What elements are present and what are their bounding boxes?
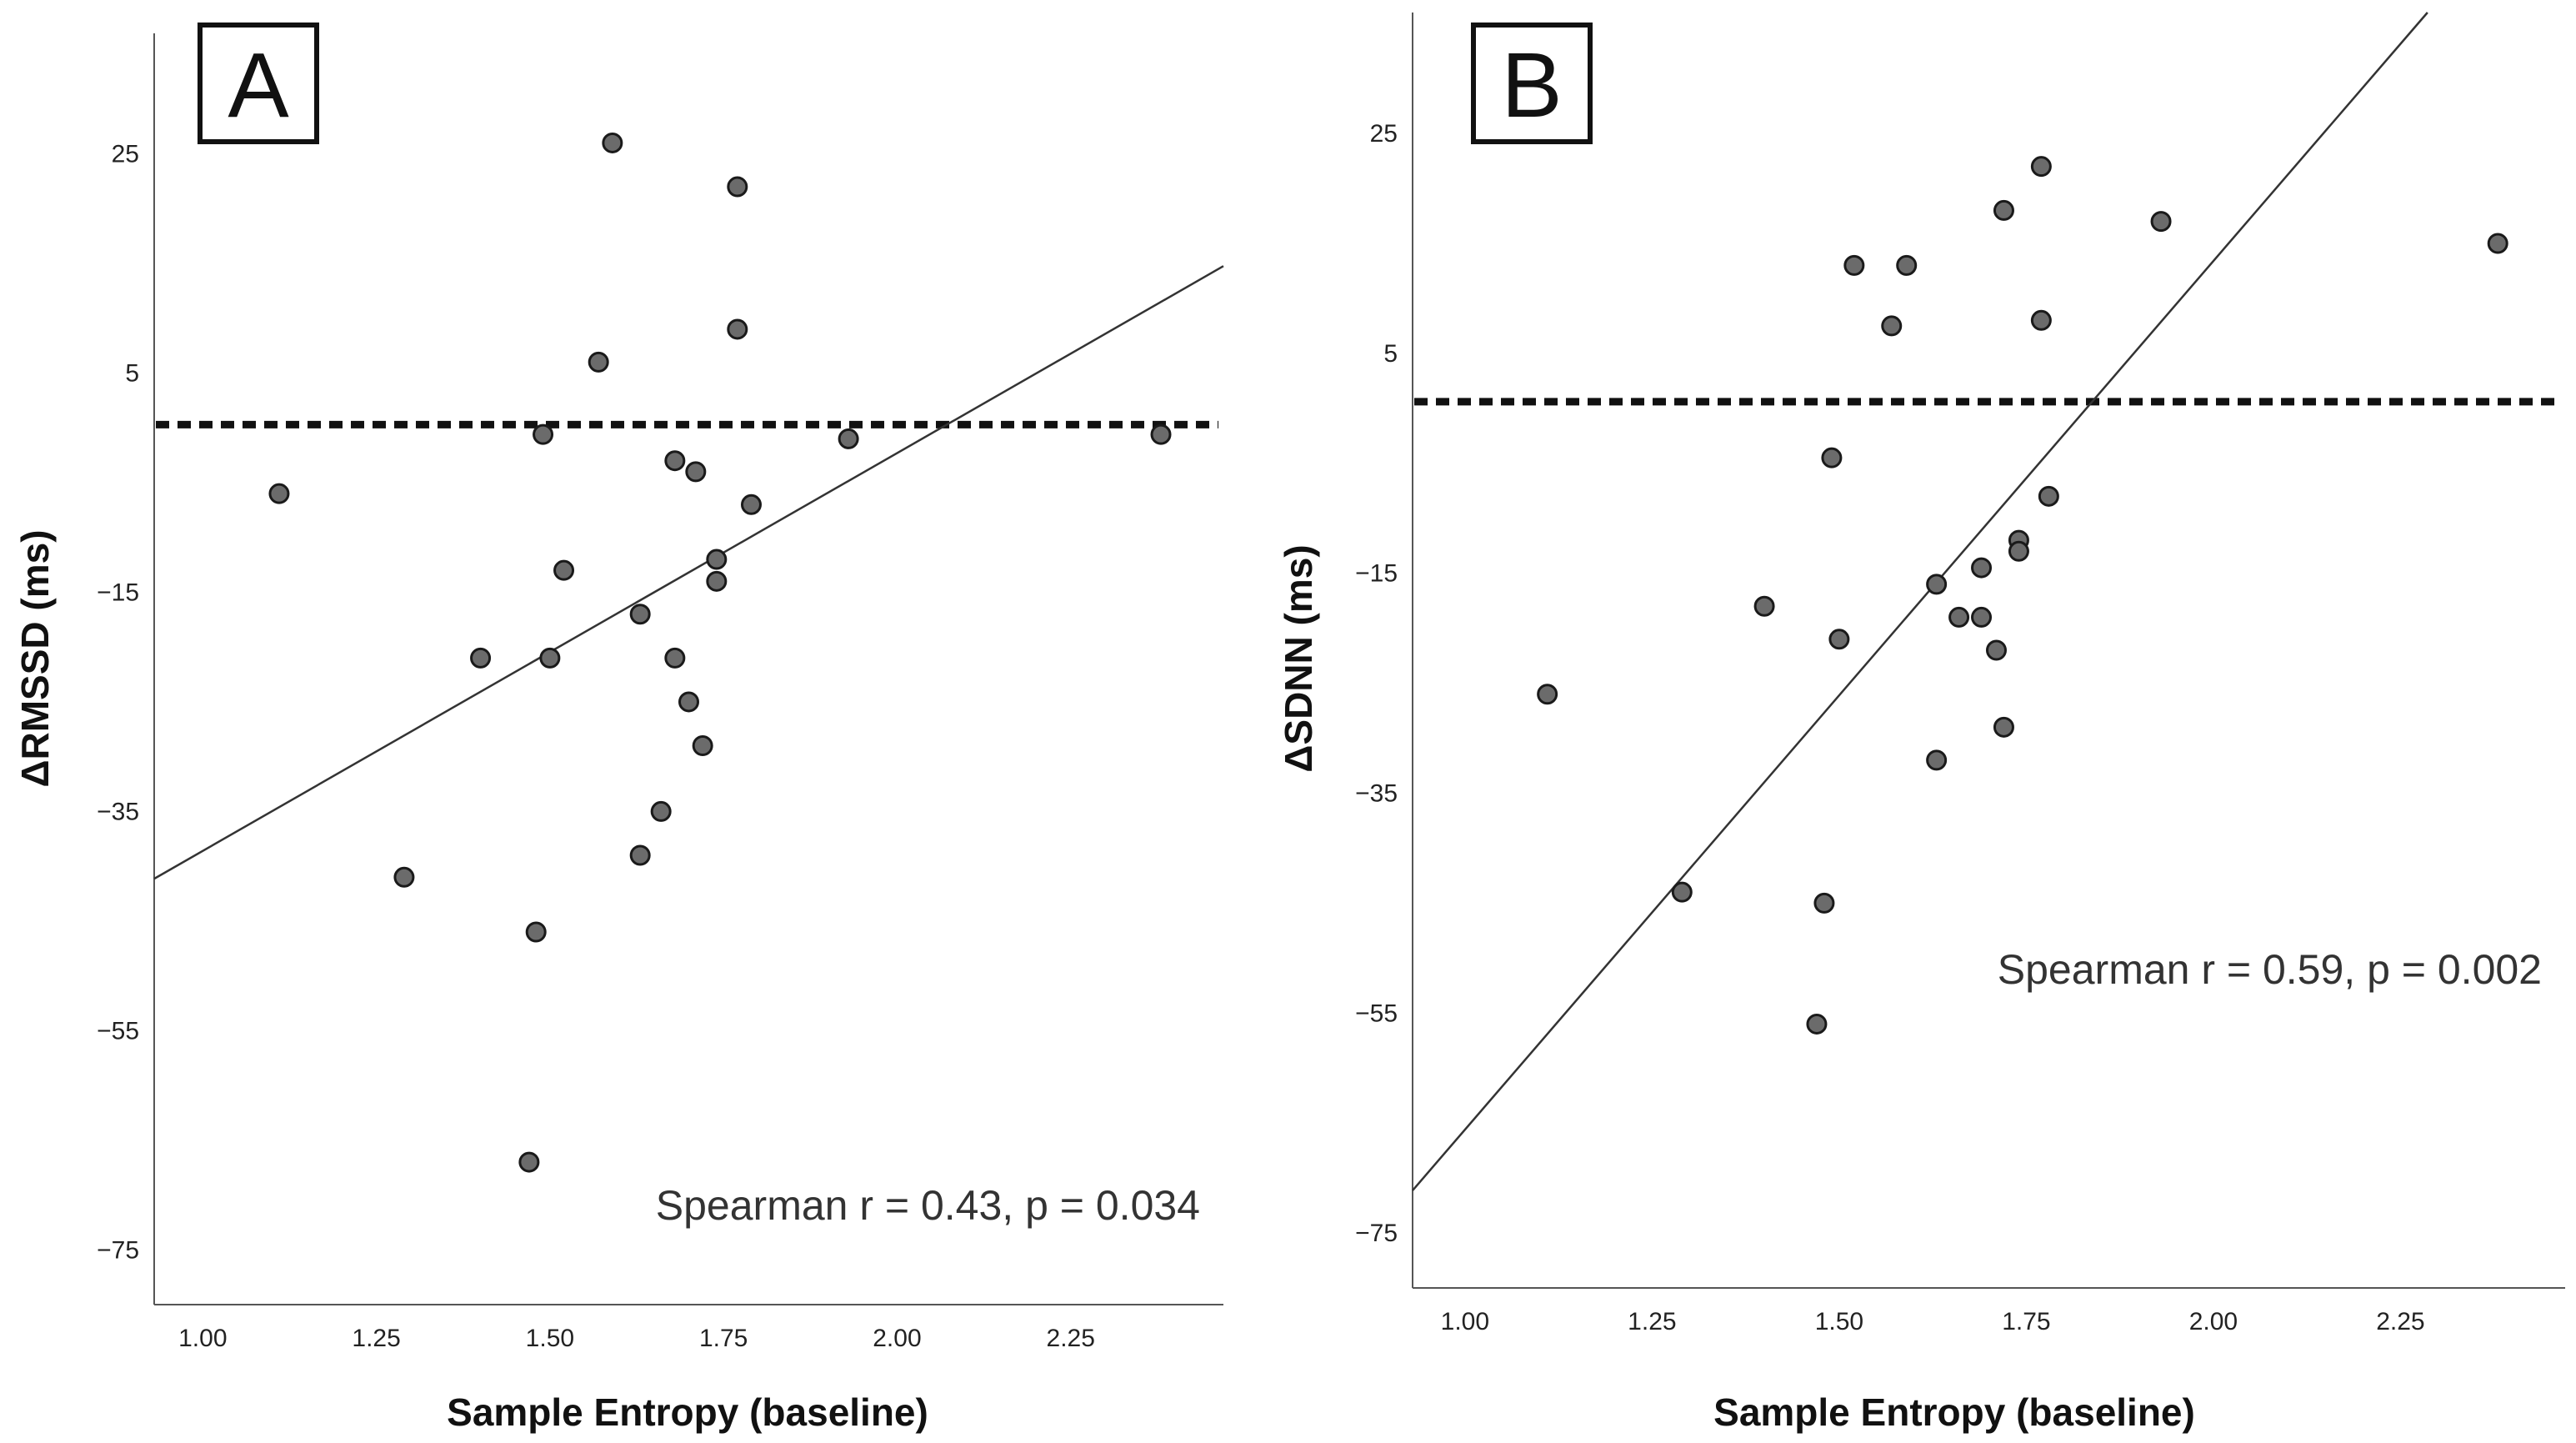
panel-a-data-point (588, 351, 609, 373)
panel-b-data-point (2030, 309, 2052, 331)
panel-b: B Sample Entropy (baseline) ΔSDNN (ms) S… (1277, 12, 2565, 1434)
panel-b-spearman-annotation: Spearman r = 0.59, p = 0.002 (1998, 946, 2542, 993)
panel-a-label-box (198, 23, 319, 144)
panel-b-data-point (2038, 485, 2059, 507)
panel-a-x-tick-label: 1.50 (526, 1325, 574, 1352)
panel-a-label: A (228, 34, 289, 137)
panel-a-fit-line (153, 265, 1224, 880)
panel-a-x-axis-title: Sample Entropy (baseline) (447, 1390, 928, 1434)
panel-b-data-point (1971, 606, 1993, 628)
panel-b-data-point (2487, 233, 2508, 254)
panel-b-data-point (1985, 639, 2007, 661)
panel-b-data-point (1948, 606, 1970, 628)
panel-b-y-axis-title: ΔSDNN (ms) (1277, 544, 1320, 772)
panel-b-x-tick-label: 1.00 (1441, 1308, 1489, 1335)
panel-b-data-point (1537, 684, 1558, 705)
panel-b-x-tick-label: 1.25 (1628, 1308, 1676, 1335)
panel-b-data-point (1993, 199, 2014, 221)
panel-a-y-tick-label: −35 (97, 798, 139, 825)
panel-a-data-point (539, 647, 561, 669)
panel-a-data-point (664, 647, 686, 669)
panel-b-data-point (1806, 1013, 1828, 1035)
panel-a-data-point (650, 800, 672, 822)
panel-b-data-point (2030, 156, 2052, 178)
panel-a: A Sample Entropy (baseline) ΔRMSSD (ms) … (13, 23, 1224, 1434)
panel-b-data-point (1926, 749, 1948, 771)
panel-b-x-tick-label: 1.50 (1815, 1308, 1863, 1335)
panel-a-data-point (727, 318, 748, 340)
panel-b-data-point (1671, 881, 1693, 903)
panel-a-x-tick-label: 2.00 (873, 1325, 921, 1352)
panel-a-data-point (525, 921, 547, 943)
panel-b-data-point (1753, 595, 1775, 617)
panel-b-y-tick-label: −55 (1355, 1000, 1398, 1027)
panel-a-y-tick-label: 25 (112, 141, 139, 168)
panel-b-data-point (1896, 254, 1918, 276)
panel-b-x-tick-label: 2.25 (2376, 1308, 2424, 1335)
panel-b-y-tick-label: −15 (1355, 560, 1398, 588)
panel-a-y-axis-title: ΔRMSSD (ms) (13, 529, 57, 787)
panel-b-y-tick-label: −35 (1355, 779, 1398, 807)
panel-b-data-point (1993, 716, 2014, 738)
panel-a-data-point (1150, 423, 1172, 445)
panel-a-data-point (678, 691, 699, 713)
panel-a-y-tick-label: −15 (97, 579, 139, 606)
panel-a-x-tick-label: 1.25 (352, 1325, 400, 1352)
panel-a-x-tick-label: 1.00 (178, 1325, 227, 1352)
panel-a-data-point (518, 1151, 540, 1173)
panel-a-data-point (533, 423, 554, 445)
panel-a-data-point (692, 735, 713, 757)
panel-b-data-point (1843, 254, 1865, 276)
panel-b-x-tick-label: 2.00 (2189, 1308, 2238, 1335)
panel-a-x-tick-label: 2.25 (1047, 1325, 1095, 1352)
panel-b-data-point (2150, 211, 2172, 233)
panel-b-data-point (1971, 557, 1993, 579)
panel-a-data-point (629, 604, 651, 625)
panel-b-data-point (1821, 447, 1843, 468)
panel-b-x-tick-label: 1.75 (2002, 1308, 2050, 1335)
panel-a-x-tick-label: 1.75 (699, 1325, 748, 1352)
panel-a-data-point (727, 176, 748, 198)
panel-a-data-point (706, 570, 728, 592)
panel-b-data-point (1881, 315, 1903, 337)
panel-b-y-tick-label: 25 (1370, 120, 1398, 148)
panel-b-data-point (2008, 540, 2029, 562)
panel-a-data-point (664, 450, 686, 472)
panel-a-data-point (740, 494, 762, 515)
panel-a-data-point (393, 866, 415, 888)
panel-a-data-point (268, 483, 290, 504)
panel-a-data-point (838, 428, 859, 449)
panel-b-data-point (1813, 892, 1835, 914)
panel-a-y-tick-label: −75 (97, 1236, 139, 1264)
panel-a-data-point (470, 647, 492, 669)
panel-a-y-tick-label: −55 (97, 1017, 139, 1045)
panel-a-y-tick-label: 5 (125, 360, 139, 388)
panel-b-label-box (1471, 23, 1593, 144)
panel-b-x-axis-title: Sample Entropy (baseline) (1713, 1390, 2195, 1434)
panel-a-spearman-annotation: Spearman r = 0.43, p = 0.034 (656, 1182, 1200, 1229)
panel-a-data-point (685, 461, 707, 483)
panel-b-y-tick-label: 5 (1383, 340, 1398, 368)
panel-b-y-tick-label: −75 (1355, 1220, 1398, 1247)
panel-b-data-point (1926, 574, 1948, 595)
panel-b-data-point (1828, 629, 1850, 650)
panel-a-data-point (553, 559, 575, 581)
panel-a-data-point (706, 549, 728, 570)
panel-b-fit-line (1412, 12, 2428, 1191)
panel-a-data-point (602, 132, 623, 153)
panel-a-data-point (629, 844, 651, 866)
panel-b-label: B (1501, 34, 1562, 137)
